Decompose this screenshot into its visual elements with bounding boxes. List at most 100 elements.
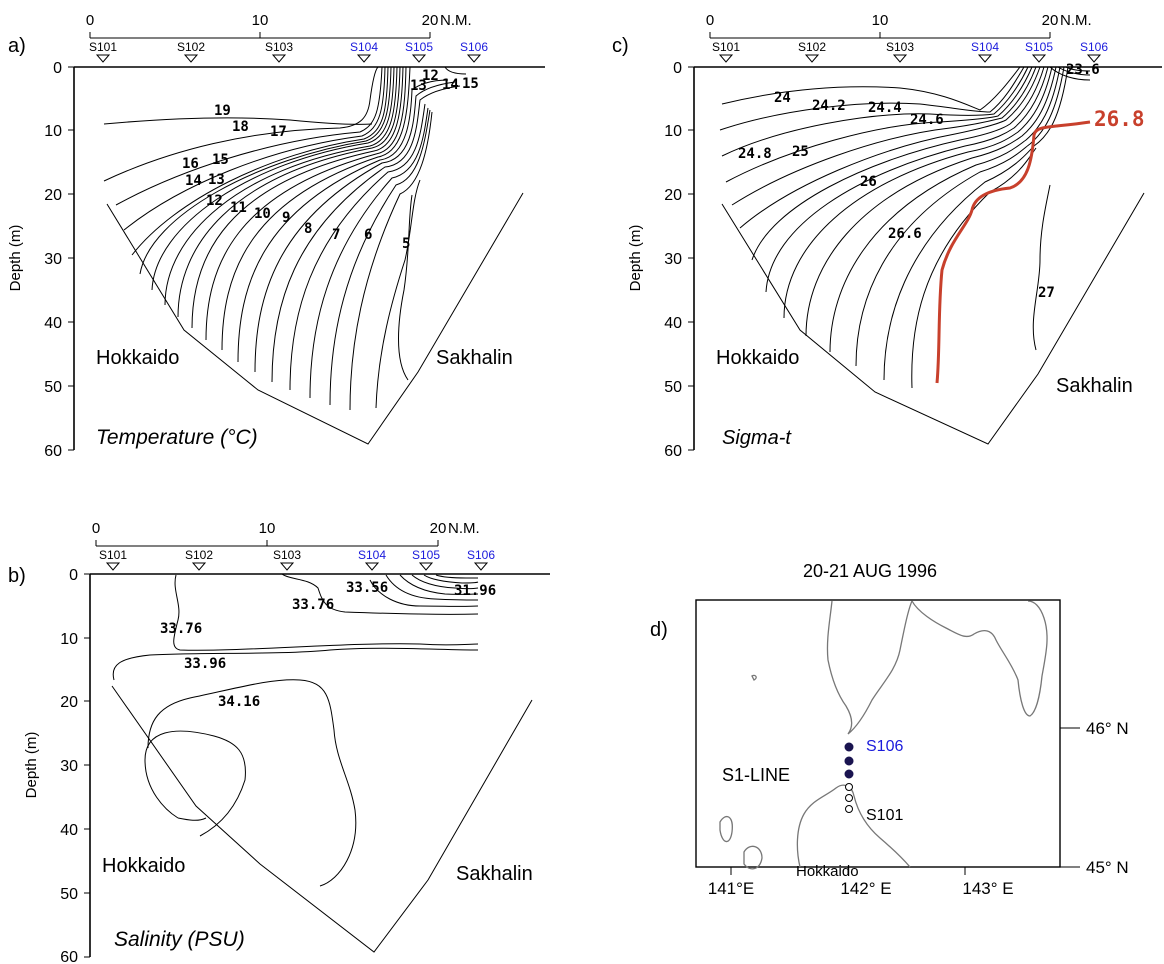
salinity-contours [112,573,479,887]
contour-line [237,79,449,363]
contour-line [177,66,401,318]
panel-title: Sigma-t [722,427,792,449]
contour-label: 5 [402,236,410,252]
contour-line [289,103,426,391]
y-tick-label: 20 [44,187,62,204]
station-label-s106: S106 [866,738,903,755]
contour-label: 24.2 [812,98,846,114]
distance-unit: N.M. [440,12,472,29]
temperature-contours [103,66,467,411]
contour-label: 16 [182,156,199,172]
isopycnal-26-8-label: 26.8 [1094,107,1145,131]
y-tick-label: 40 [60,822,78,839]
station-marker [105,562,121,571]
station-dot-open [845,805,853,813]
sakhalin-coastline [911,600,1048,717]
station-marker [191,562,207,571]
land-label-sakhalin: Sakhalin [1056,375,1133,397]
contour-line [375,179,421,409]
contour-line [151,66,395,291]
distance-tick-label: 0 [706,12,714,29]
s1-line-label: S1-LINE [722,765,790,785]
contour-line [719,66,1025,131]
contour-line [164,66,398,306]
y-axis-label: Depth (m) [23,732,40,799]
island-coastline [751,674,757,681]
y-tick-label: 10 [44,123,62,140]
y-tick-label: 40 [664,315,682,332]
contour-label: 12 [206,193,223,209]
contour-label: 33.76 [160,621,202,637]
contour-label: 27 [1038,285,1055,301]
station-label: S102 [798,40,826,54]
contour-line [805,66,1057,337]
panel-temperature: a) 0 10 20 N.M. S101 S102 S103 S104 S105… [7,12,545,460]
distance-unit: N.M. [448,520,480,537]
distance-tick-label: 10 [252,12,269,29]
contour-line [309,107,429,399]
contour-line [254,81,456,373]
station-dot-open [845,794,853,802]
contour-line [411,574,479,590]
distance-scale: 0 10 20 N.M. [92,520,480,547]
contour-line [721,66,1021,111]
contour-line [751,66,1045,261]
station-label-s101: S101 [866,807,903,824]
contour-line [147,679,357,887]
contour-label: 34.16 [218,694,260,710]
contour-line [103,66,379,182]
distance-tick-label: 10 [259,520,276,537]
panel-title: Salinity (PSU) [114,928,245,951]
contour-label: 33.76 [292,597,334,613]
station-markers [105,562,489,571]
lon-label: 143° E [962,879,1013,898]
map-frame [695,599,1061,868]
contour-line [271,85,461,383]
sigma-t-contour-labels: 23.6 24 24.2 24.4 24.6 24.8 25 26 26.6 2… [738,62,1100,301]
contour-line [281,573,479,615]
y-tick-label: 0 [53,60,62,77]
lat-label: 46° N [1086,719,1129,738]
station-label-highlight: S106 [467,548,495,562]
contour-line [855,66,1065,367]
contour-label: 10 [254,206,271,222]
station-dot-filled [844,769,854,779]
station-marker [183,54,199,63]
y-ticks: 0 10 20 30 40 50 60 [664,60,694,460]
contour-line [329,109,431,406]
y-tick-label: 60 [60,949,78,964]
distance-scale: 0 10 20 N.M. [86,12,472,39]
contour-line [783,66,1053,319]
y-ticks: 0 10 20 30 40 50 60 [60,567,90,964]
station-label: S101 [89,40,117,54]
station-label: S103 [273,548,301,562]
contour-label: 33.96 [184,656,226,672]
contour-line [139,66,392,275]
panel-sigma-t: c) 0 10 20 N.M. S101 S102 S103 S104 S105… [612,12,1162,460]
panel-tag-b: b) [8,565,26,587]
station-label-highlight: S106 [1080,40,1108,54]
distance-tick-label: 20 [422,12,439,29]
station-marker [1031,54,1047,63]
station-marker [364,562,380,571]
station-dot-filled [844,742,854,752]
contour-label: 14 [185,173,202,189]
contour-label: 33.56 [346,580,388,596]
sakhalin-coastline [826,600,913,735]
distance-tick-label: 20 [1042,12,1059,29]
station-marker [892,54,908,63]
contour-label: 18 [232,119,249,135]
bathymetry-line [721,192,1145,445]
land-label-hokkaido: Hokkaido [96,347,179,369]
salinity-contour-labels: 33.56 31.96 33.76 33.76 33.96 34.16 [160,580,496,710]
bathymetry-line [106,192,524,445]
contour-line [398,194,413,381]
contour-line [399,574,479,595]
contour-label: 25 [792,144,809,160]
lon-label: 142° E [840,879,891,898]
station-dot-open [845,783,853,791]
y-tick-label: 10 [60,631,78,648]
contour-line [369,579,479,607]
contour-label: 24.4 [868,100,902,116]
